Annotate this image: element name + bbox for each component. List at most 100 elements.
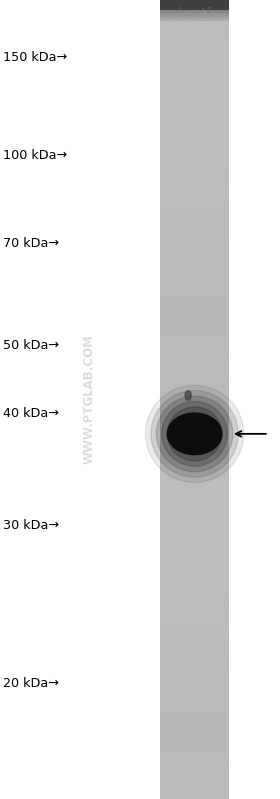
Bar bbox=[160, 729, 229, 730]
Bar bbox=[160, 201, 229, 203]
Bar bbox=[160, 321, 229, 323]
Bar bbox=[160, 392, 229, 393]
Bar bbox=[160, 679, 229, 681]
Bar bbox=[193, 644, 194, 646]
Bar bbox=[223, 689, 224, 691]
Bar bbox=[220, 302, 221, 304]
Bar bbox=[217, 452, 218, 455]
Bar bbox=[172, 100, 173, 102]
Bar bbox=[160, 390, 229, 392]
Bar bbox=[199, 746, 200, 749]
Bar bbox=[171, 19, 172, 22]
Bar bbox=[160, 66, 229, 67]
Bar bbox=[214, 435, 215, 437]
Bar bbox=[213, 344, 214, 346]
Bar bbox=[160, 259, 229, 260]
Bar bbox=[201, 144, 202, 146]
Bar bbox=[160, 703, 229, 705]
Bar bbox=[160, 69, 229, 70]
Bar bbox=[160, 722, 229, 724]
Bar bbox=[160, 320, 229, 321]
Bar bbox=[213, 646, 214, 649]
Bar bbox=[160, 297, 229, 299]
Bar bbox=[160, 147, 229, 149]
Bar bbox=[160, 620, 229, 622]
Bar bbox=[160, 97, 229, 99]
Bar bbox=[160, 388, 229, 390]
Bar bbox=[167, 488, 168, 491]
Bar bbox=[160, 639, 229, 641]
Bar bbox=[168, 89, 169, 91]
Bar bbox=[200, 400, 201, 402]
Bar bbox=[201, 765, 202, 768]
Bar bbox=[200, 182, 201, 185]
Bar bbox=[160, 163, 229, 165]
Bar bbox=[200, 352, 201, 355]
Bar bbox=[190, 495, 191, 498]
Bar bbox=[213, 458, 214, 460]
Bar bbox=[160, 27, 229, 29]
Bar bbox=[216, 164, 217, 166]
Bar bbox=[167, 263, 168, 265]
Bar bbox=[172, 645, 173, 647]
Bar bbox=[160, 198, 229, 200]
Bar bbox=[204, 351, 205, 353]
Bar bbox=[203, 352, 204, 355]
Bar bbox=[227, 344, 228, 346]
Bar bbox=[182, 417, 183, 419]
Bar bbox=[212, 571, 213, 574]
Bar bbox=[182, 563, 183, 566]
Bar bbox=[165, 662, 166, 664]
Bar bbox=[160, 470, 229, 471]
Bar bbox=[160, 535, 229, 537]
Bar bbox=[160, 566, 229, 567]
Bar bbox=[169, 472, 170, 475]
Bar bbox=[165, 332, 166, 334]
Bar bbox=[203, 275, 204, 277]
Bar bbox=[160, 626, 229, 628]
Bar bbox=[160, 638, 229, 639]
Bar bbox=[160, 446, 229, 447]
Bar bbox=[160, 658, 229, 660]
Bar bbox=[193, 435, 194, 438]
Bar bbox=[215, 443, 216, 446]
Bar bbox=[160, 797, 229, 799]
Bar bbox=[205, 193, 206, 196]
Bar bbox=[160, 173, 229, 174]
Bar bbox=[207, 707, 208, 710]
Bar bbox=[175, 117, 176, 120]
Bar bbox=[180, 314, 181, 316]
Bar bbox=[160, 428, 229, 430]
Bar bbox=[204, 33, 205, 35]
Bar bbox=[214, 148, 215, 150]
Bar bbox=[196, 206, 197, 209]
Bar bbox=[162, 133, 163, 136]
Bar bbox=[169, 48, 170, 50]
Bar bbox=[160, 315, 229, 316]
Bar bbox=[160, 35, 229, 37]
Bar bbox=[209, 400, 210, 403]
Bar bbox=[160, 513, 229, 515]
Bar bbox=[190, 420, 191, 423]
Bar bbox=[160, 636, 229, 638]
Bar bbox=[160, 169, 229, 171]
Bar bbox=[160, 134, 229, 136]
Bar bbox=[217, 301, 218, 304]
Bar bbox=[164, 591, 165, 594]
Ellipse shape bbox=[162, 401, 227, 467]
Bar bbox=[160, 96, 229, 97]
Bar bbox=[182, 197, 183, 200]
Bar bbox=[160, 339, 229, 340]
Bar bbox=[212, 244, 213, 246]
Bar bbox=[208, 691, 209, 694]
Bar bbox=[180, 777, 181, 780]
Bar bbox=[203, 749, 204, 752]
Bar bbox=[170, 165, 171, 168]
Bar bbox=[202, 701, 203, 703]
Bar bbox=[199, 100, 200, 102]
Bar bbox=[218, 501, 219, 503]
Bar bbox=[189, 203, 190, 205]
Bar bbox=[210, 109, 211, 111]
Bar bbox=[160, 550, 229, 551]
Bar bbox=[171, 121, 172, 123]
